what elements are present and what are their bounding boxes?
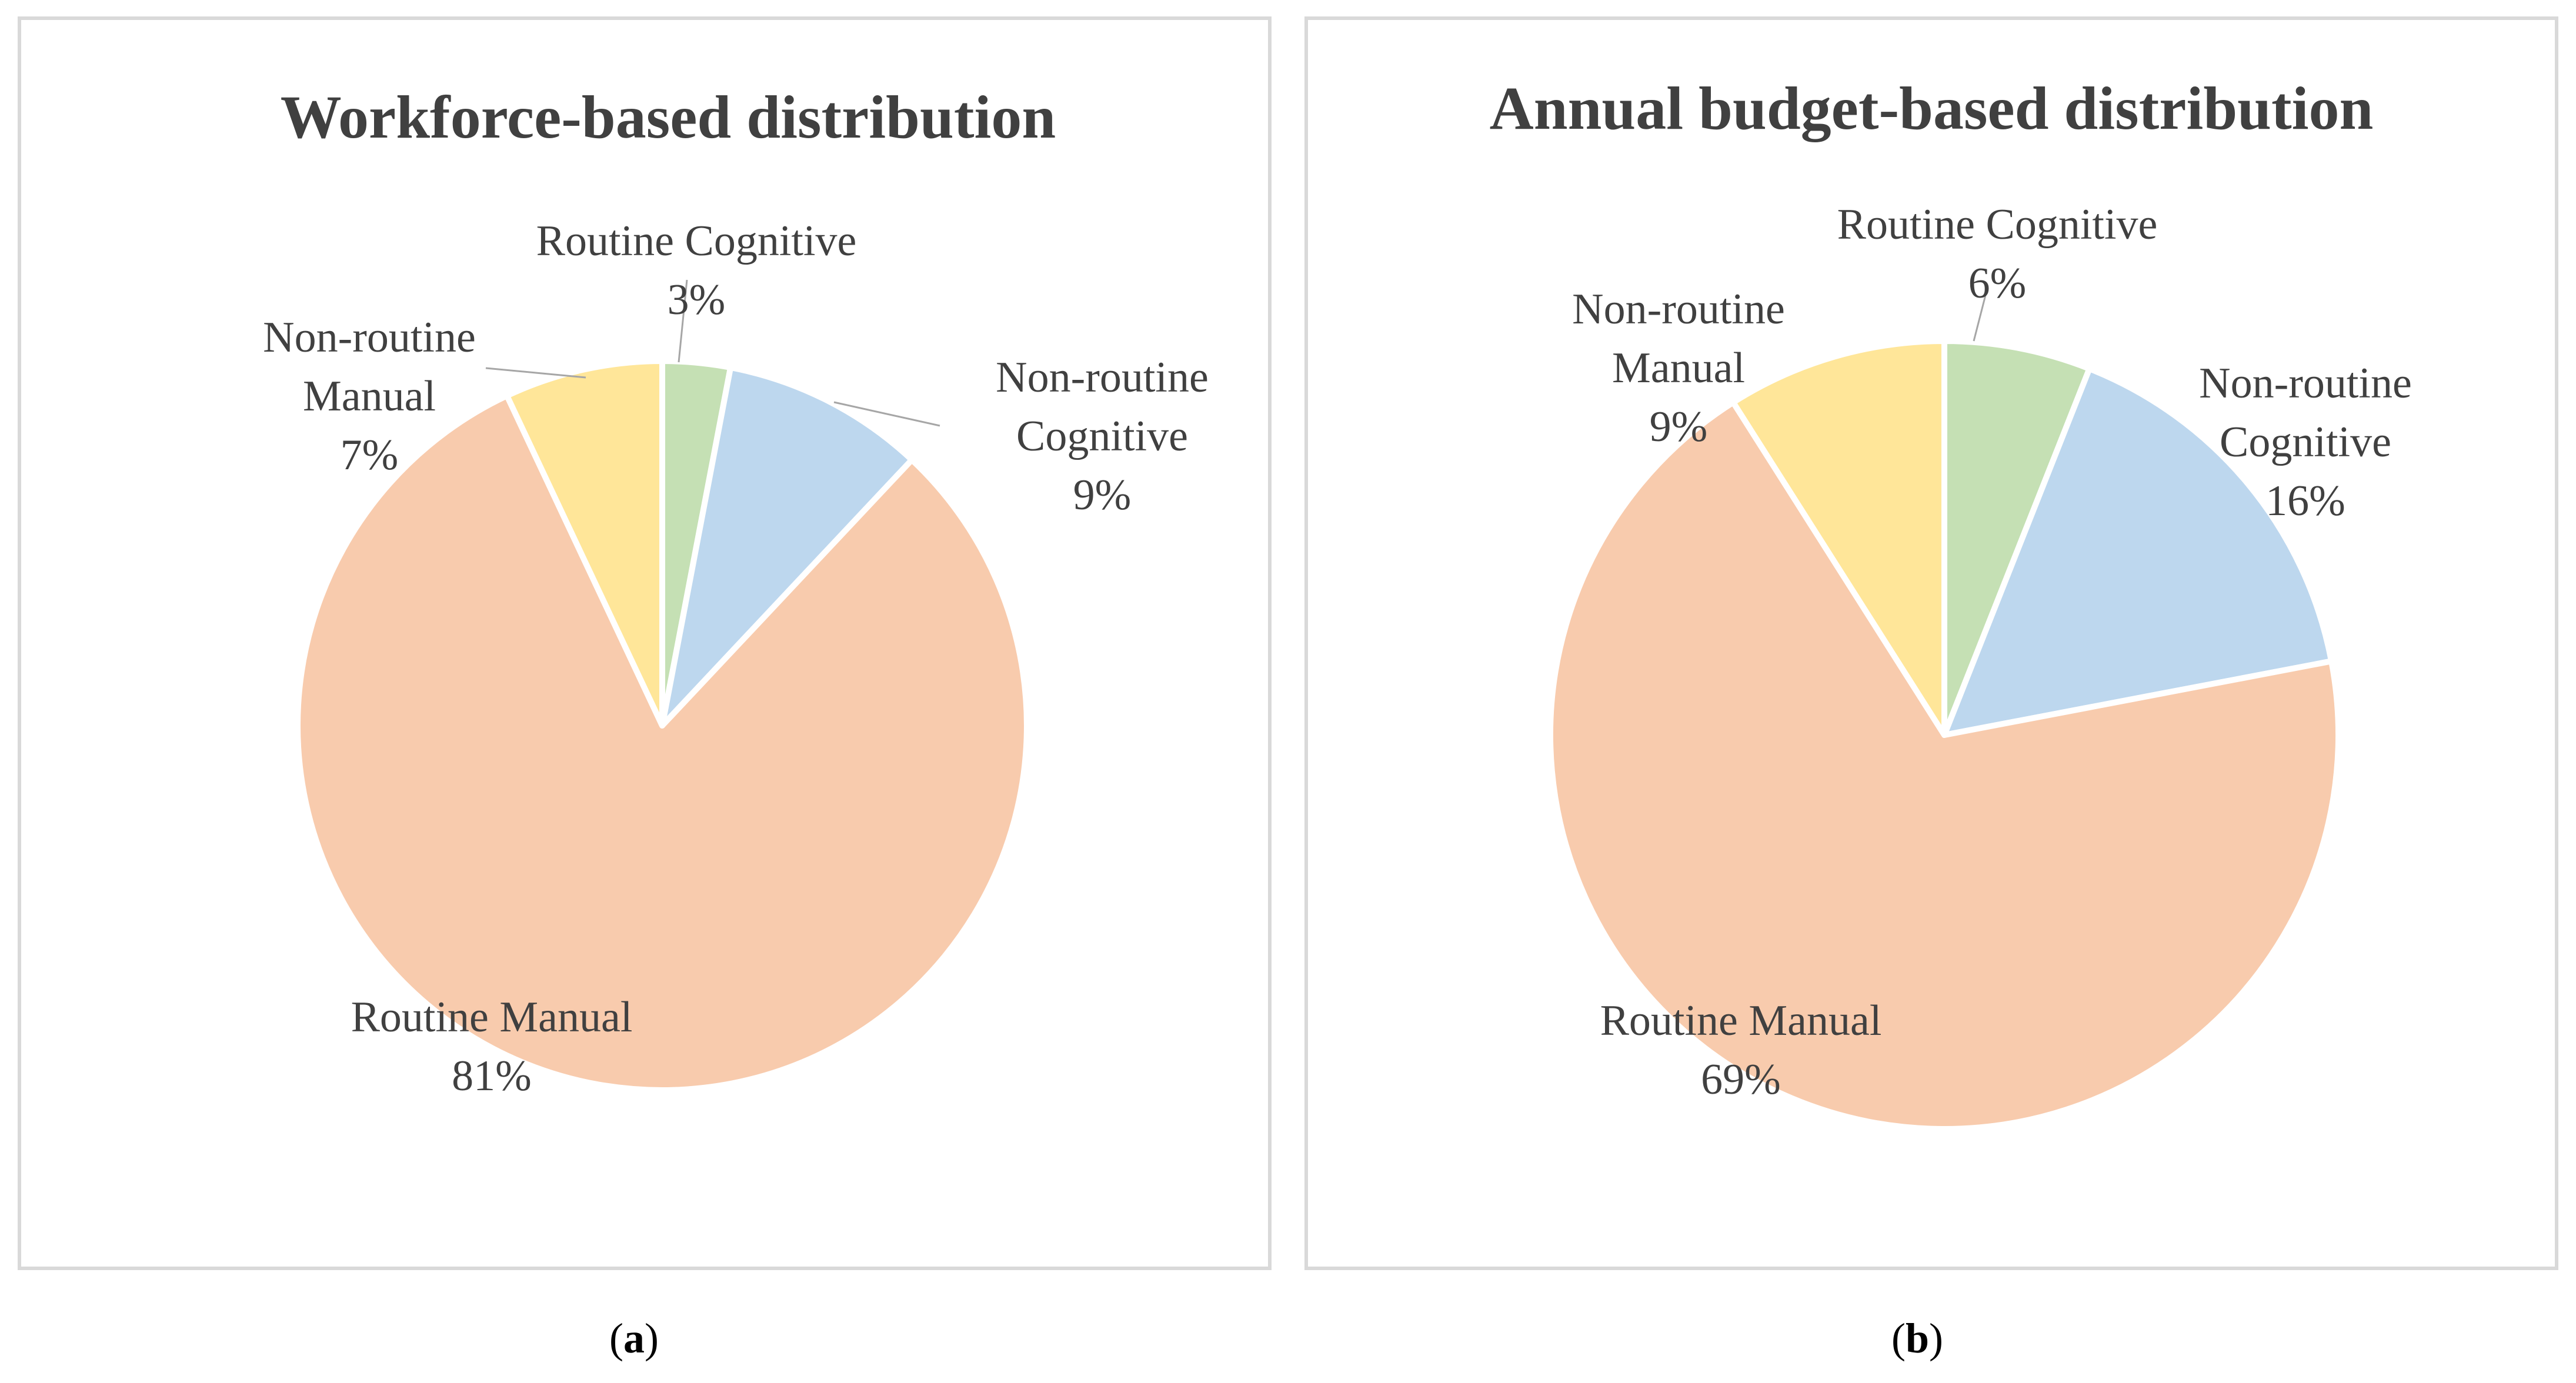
caption-b: (b) (1891, 1315, 1944, 1362)
chart-title: Workforce-based distribution (281, 83, 1056, 151)
pie-slice-routine-manual (1547, 399, 2341, 1132)
pie-chart-budget: Annual budget-based distribution Routine… (1490, 75, 2412, 1132)
pie-slice-routine-manual (295, 393, 1030, 1093)
pie-slice-non-routine-manual (504, 358, 665, 729)
label-name: Routine Cognitive (536, 217, 857, 265)
pie-slice-non-routine-cognitive (659, 364, 915, 729)
leader-line (833, 401, 940, 427)
label-name: Routine Manual (1600, 997, 1882, 1045)
pie-slices (295, 358, 1030, 1093)
leader-line (485, 367, 586, 379)
label-percent: 9% (1650, 403, 1708, 451)
data-label-routine-cognitive: Routine Cognitive 6% (1837, 201, 2158, 308)
caption-letter: b (1905, 1315, 1930, 1362)
data-label-non-routine-cognitive: Non-routine Cognitive 9% (996, 353, 1209, 519)
pie-slice-non-routine-manual (1730, 338, 1947, 738)
label-name: Routine Cognitive (1837, 201, 2158, 249)
data-label-routine-manual: Routine Manual 81% (351, 993, 633, 1100)
data-label-non-routine-manual: Non-routine Manual 9% (1572, 285, 1785, 451)
label-percent: 9% (1073, 471, 1132, 519)
pie-slice-non-routine-cognitive (1941, 366, 2335, 738)
pie-slices (1547, 338, 2341, 1132)
label-name: Non-routine (263, 313, 476, 362)
label-percent: 81% (452, 1052, 532, 1100)
data-label-routine-cognitive: Routine Cognitive 3% (536, 217, 857, 324)
label-name: Manual (1612, 344, 1745, 392)
label-name: Cognitive (1016, 412, 1188, 460)
label-name: Non-routine (1572, 285, 1785, 333)
label-name: Routine Manual (351, 993, 633, 1041)
chart-panel-workforce: Workforce-based distribution Routine Cog… (18, 16, 1272, 1270)
pie-chart-workforce: Workforce-based distribution Routine Cog… (263, 83, 1209, 1100)
label-percent: 69% (1701, 1055, 1781, 1104)
caption-a: (a) (609, 1315, 659, 1362)
label-percent: 16% (2265, 477, 2345, 525)
label-percent: 3% (668, 276, 726, 324)
data-label-non-routine-cognitive: Non-routine Cognitive 16% (2199, 359, 2412, 525)
label-name: Non-routine (2199, 359, 2412, 407)
data-label-routine-manual: Routine Manual 69% (1600, 997, 1882, 1104)
label-percent: 7% (341, 431, 399, 479)
label-name: Manual (303, 372, 436, 420)
label-name: Non-routine (996, 353, 1209, 402)
caption-letter: a (623, 1315, 645, 1362)
leader-line (678, 279, 688, 363)
leader-line (1973, 295, 1987, 342)
label-percent: 6% (1968, 259, 2027, 308)
label-name: Cognitive (2220, 418, 2391, 466)
chart-panel-budget: Annual budget-based distribution Routine… (1304, 16, 2558, 1270)
chart-title: Annual budget-based distribution (1490, 75, 2374, 142)
data-label-non-routine-manual: Non-routine Manual 7% (263, 313, 476, 479)
